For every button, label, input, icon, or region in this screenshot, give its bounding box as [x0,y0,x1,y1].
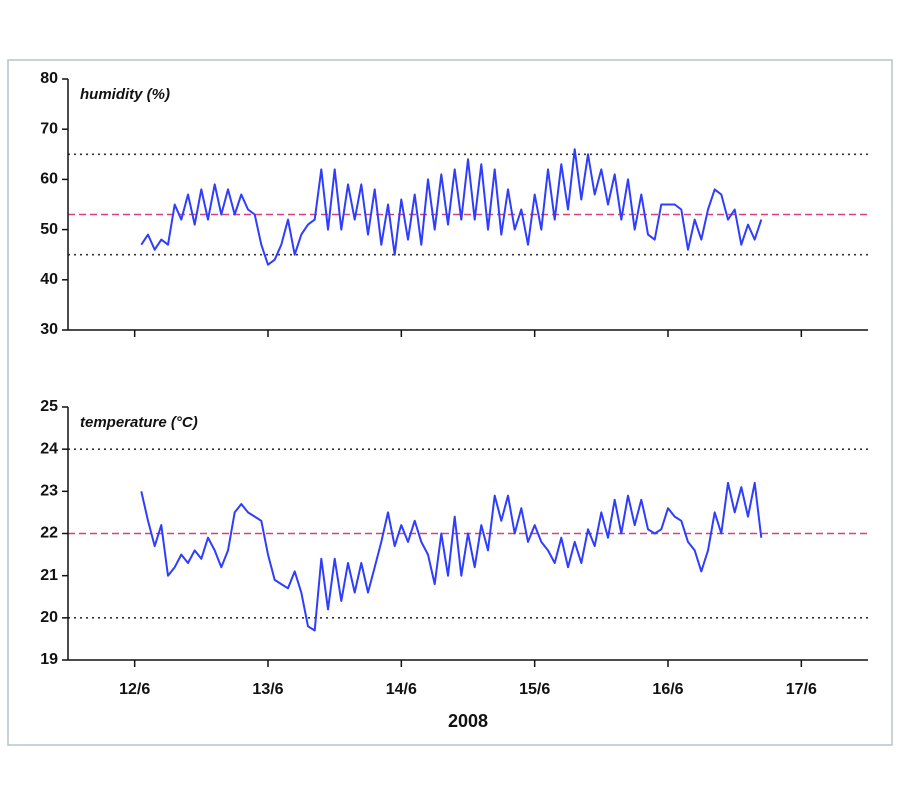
y-axis-label: humidity (%) [80,86,170,103]
data-line [140,481,763,632]
y-tick-label: 70 [40,120,58,137]
y-tick-label: 30 [40,321,58,338]
y-tick-label: 23 [40,483,58,500]
y-tick-label: 25 [40,398,58,415]
y-tick-label: 20 [40,609,58,626]
y-tick-label: 40 [40,271,58,288]
x-tick-label: 16/6 [652,681,683,698]
data-line [140,148,763,266]
y-axis-label: temperature (°C) [80,414,198,431]
y-tick-label: 21 [40,567,58,584]
x-tick-label: 15/6 [519,681,550,698]
x-tick-label: 13/6 [252,681,283,698]
y-tick-label: 22 [40,525,58,542]
y-tick-label: 60 [40,171,58,188]
x-tick-label: 14/6 [386,681,417,698]
y-tick-label: 80 [40,70,58,87]
frame [7,59,893,746]
y-tick-label: 19 [40,651,58,668]
x-axis-label: 2008 [448,711,488,731]
y-tick-label: 50 [40,221,58,238]
x-tick-label: 12/6 [119,681,150,698]
x-tick-label: 17/6 [786,681,817,698]
y-tick-label: 24 [40,440,58,457]
